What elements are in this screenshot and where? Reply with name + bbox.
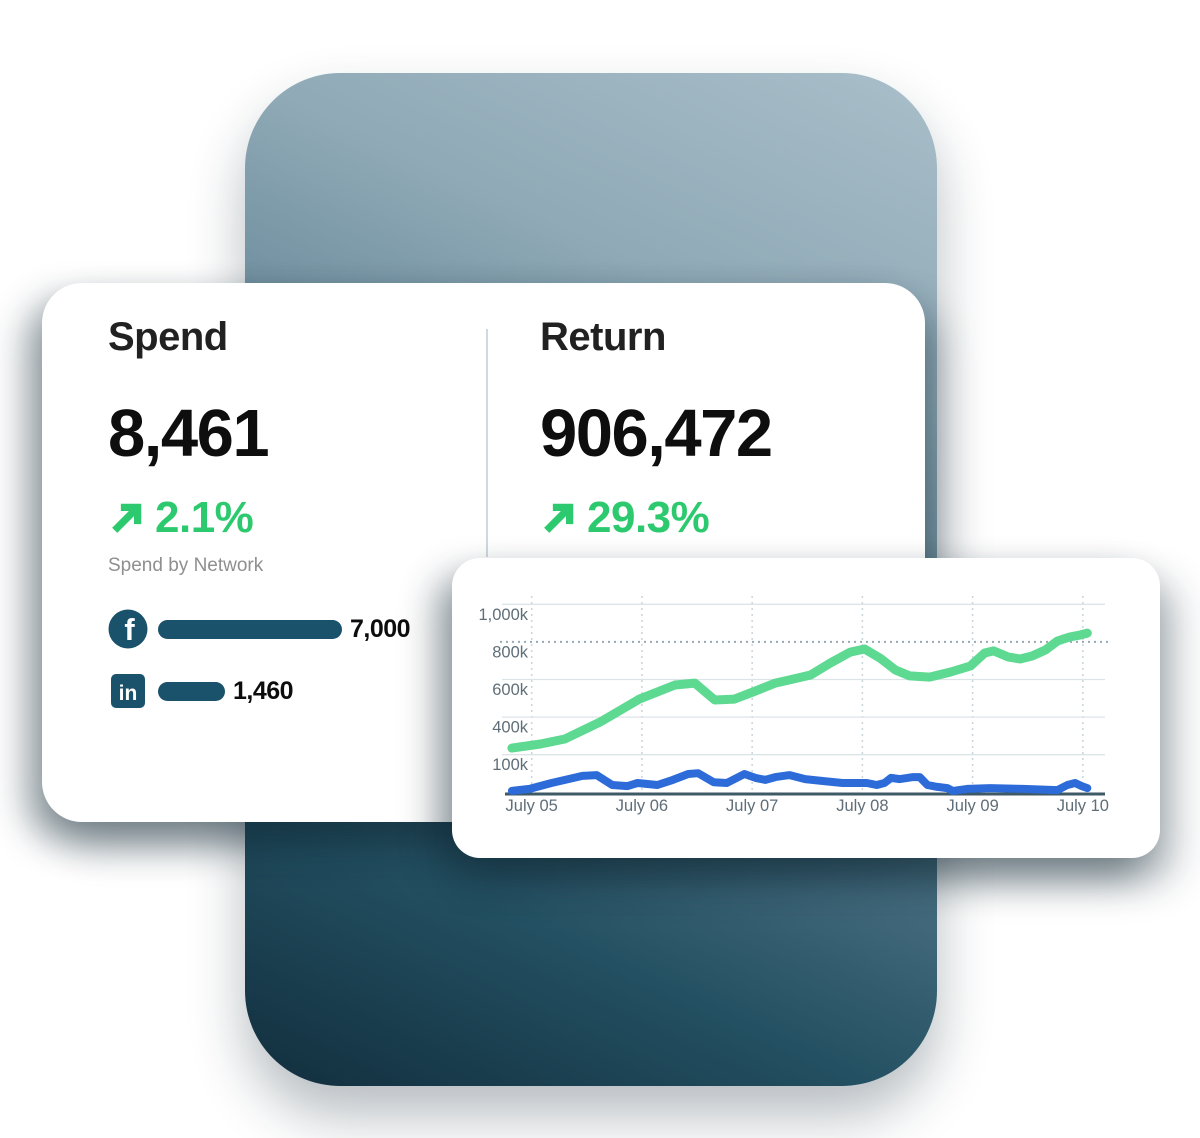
- spend-change: 2.1%: [108, 493, 254, 543]
- spend-change-value: 2.1%: [155, 493, 254, 542]
- trend-up-icon: [112, 503, 142, 533]
- trend-up-icon: [544, 503, 574, 533]
- svg-text:July 06: July 06: [616, 797, 668, 815]
- facebook-spend-value: 7,000: [350, 614, 411, 643]
- return-value: 906,472: [540, 396, 773, 471]
- facebook-spend-bar: [158, 619, 342, 639]
- return-title: Return: [540, 315, 666, 359]
- return-change-value: 29.3%: [587, 493, 710, 542]
- facebook-icon: f: [108, 609, 148, 649]
- line-chart: 1,000k 800k 600k 400k 100k July 05 July 06 July…: [452, 558, 1160, 858]
- svg-text:400k: 400k: [492, 719, 529, 737]
- linkedin-spend-bar: [158, 681, 225, 701]
- svg-text:100k: 100k: [492, 756, 529, 774]
- spend-value: 8,461: [108, 396, 270, 471]
- svg-text:July 09: July 09: [946, 797, 998, 815]
- spend-by-network-label: Spend by Network: [108, 555, 264, 576]
- svg-text:in: in: [119, 682, 138, 705]
- svg-text:1,000k: 1,000k: [478, 606, 528, 624]
- svg-text:July 07: July 07: [726, 797, 778, 815]
- network-row-linkedin: in 1,460: [108, 671, 294, 711]
- network-row-facebook: f 7,000: [108, 609, 411, 649]
- stats-card: Spend 8,461 2.1% Spend by Network f 7,00…: [42, 283, 925, 822]
- spend-title: Spend: [108, 315, 228, 359]
- chart-card: 1,000k 800k 600k 400k 100k July 05 July 06 July…: [452, 558, 1160, 858]
- svg-text:f: f: [124, 612, 135, 647]
- return-change: 29.3%: [540, 493, 710, 543]
- linkedin-spend-value: 1,460: [233, 676, 294, 705]
- vertical-divider: [486, 329, 488, 557]
- svg-text:July 05: July 05: [506, 797, 558, 815]
- svg-text:600k: 600k: [492, 681, 529, 699]
- svg-text:800k: 800k: [492, 643, 529, 661]
- svg-text:July 08: July 08: [836, 797, 888, 815]
- linkedin-icon: in: [108, 671, 148, 711]
- svg-text:July 10: July 10: [1057, 797, 1109, 815]
